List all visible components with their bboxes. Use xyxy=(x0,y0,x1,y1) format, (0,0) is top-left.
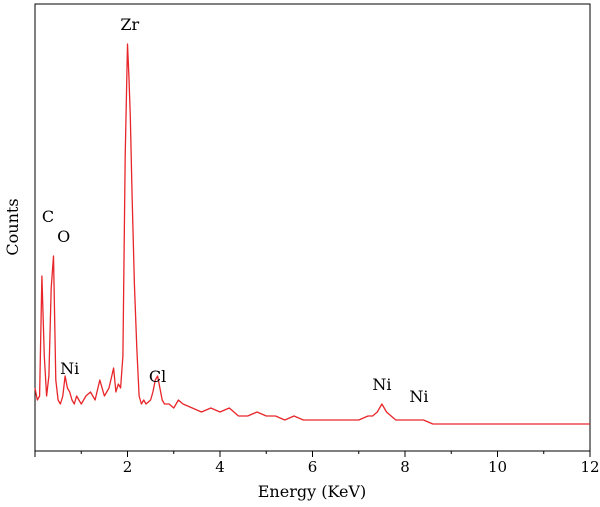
x-tick-label: 10 xyxy=(488,458,507,476)
x-axis-title: Energy (KeV) xyxy=(258,482,367,501)
x-tick-label: 12 xyxy=(580,458,599,476)
x-tick-label: 8 xyxy=(400,458,410,476)
x-tick-label: 4 xyxy=(215,458,225,476)
peak-label: Cl xyxy=(149,367,166,386)
peak-annotations: Zr CO Ni Cl Ni Ni xyxy=(42,15,429,406)
x-axis-ticks: 2 4 6 8 10 12 xyxy=(34,451,600,476)
spectrum-line xyxy=(34,43,590,425)
peak-label: Ni xyxy=(372,375,391,394)
peak-label: Ni xyxy=(60,359,79,378)
y-axis-title: Counts xyxy=(3,198,22,255)
peak-label: O xyxy=(57,227,70,246)
peak-label: Zr xyxy=(120,15,139,34)
x-tick-label: 6 xyxy=(308,458,318,476)
x-tick-label: 2 xyxy=(123,458,133,476)
peak-label: Ni xyxy=(409,387,428,406)
peak-label: C xyxy=(42,207,54,226)
